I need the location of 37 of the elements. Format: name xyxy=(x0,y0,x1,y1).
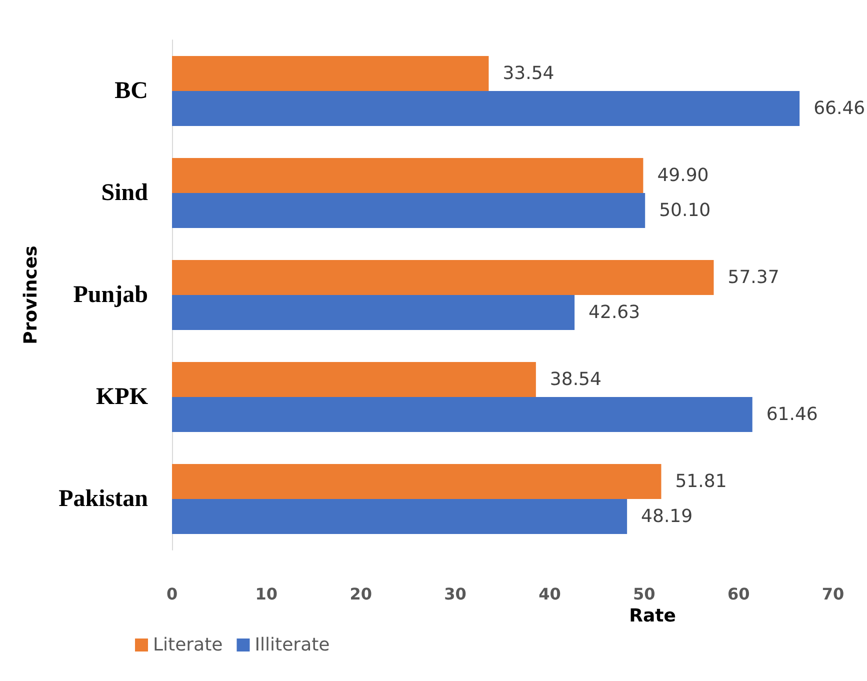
x-tick-label: 20 xyxy=(350,584,372,604)
x-tick-label: 60 xyxy=(727,584,750,604)
y-tick-label: Sind xyxy=(101,180,149,206)
bar xyxy=(172,91,800,126)
bar xyxy=(172,260,714,295)
legend-label: Literate xyxy=(153,634,223,656)
bar xyxy=(172,158,644,193)
data-label: 61.46 xyxy=(766,404,818,425)
data-label: 57.37 xyxy=(728,267,780,288)
bar xyxy=(172,362,536,397)
x-tick-label: 0 xyxy=(166,584,178,604)
bar xyxy=(172,56,489,91)
data-label: 42.63 xyxy=(588,302,640,323)
x-tick-label: 40 xyxy=(538,584,561,604)
y-axis-title: Provinces xyxy=(20,246,42,344)
legend-label: Illiterate xyxy=(254,634,330,656)
x-tick-label: 10 xyxy=(255,584,278,604)
x-tick-label: 70 xyxy=(822,584,844,604)
x-axis-title: Rate xyxy=(629,605,676,626)
bar xyxy=(172,397,752,432)
y-tick-label: Pakistan xyxy=(58,486,148,512)
data-label: 49.90 xyxy=(657,165,709,186)
y-tick-label: Punjab xyxy=(73,282,148,308)
data-label: 48.19 xyxy=(641,506,693,527)
data-label: 38.54 xyxy=(550,369,602,390)
data-label: 33.54 xyxy=(502,63,554,84)
x-tick-label: 50 xyxy=(633,584,656,604)
data-label: 51.81 xyxy=(675,471,727,492)
bar xyxy=(172,193,646,228)
data-label: 50.10 xyxy=(659,200,711,221)
data-label: 66.46 xyxy=(814,98,866,119)
bar xyxy=(172,464,662,499)
bar xyxy=(172,499,628,534)
y-tick-label: KPK xyxy=(96,384,148,410)
bar xyxy=(172,295,575,330)
x-tick-label: 30 xyxy=(444,584,466,604)
y-tick-label: BC xyxy=(114,78,148,104)
